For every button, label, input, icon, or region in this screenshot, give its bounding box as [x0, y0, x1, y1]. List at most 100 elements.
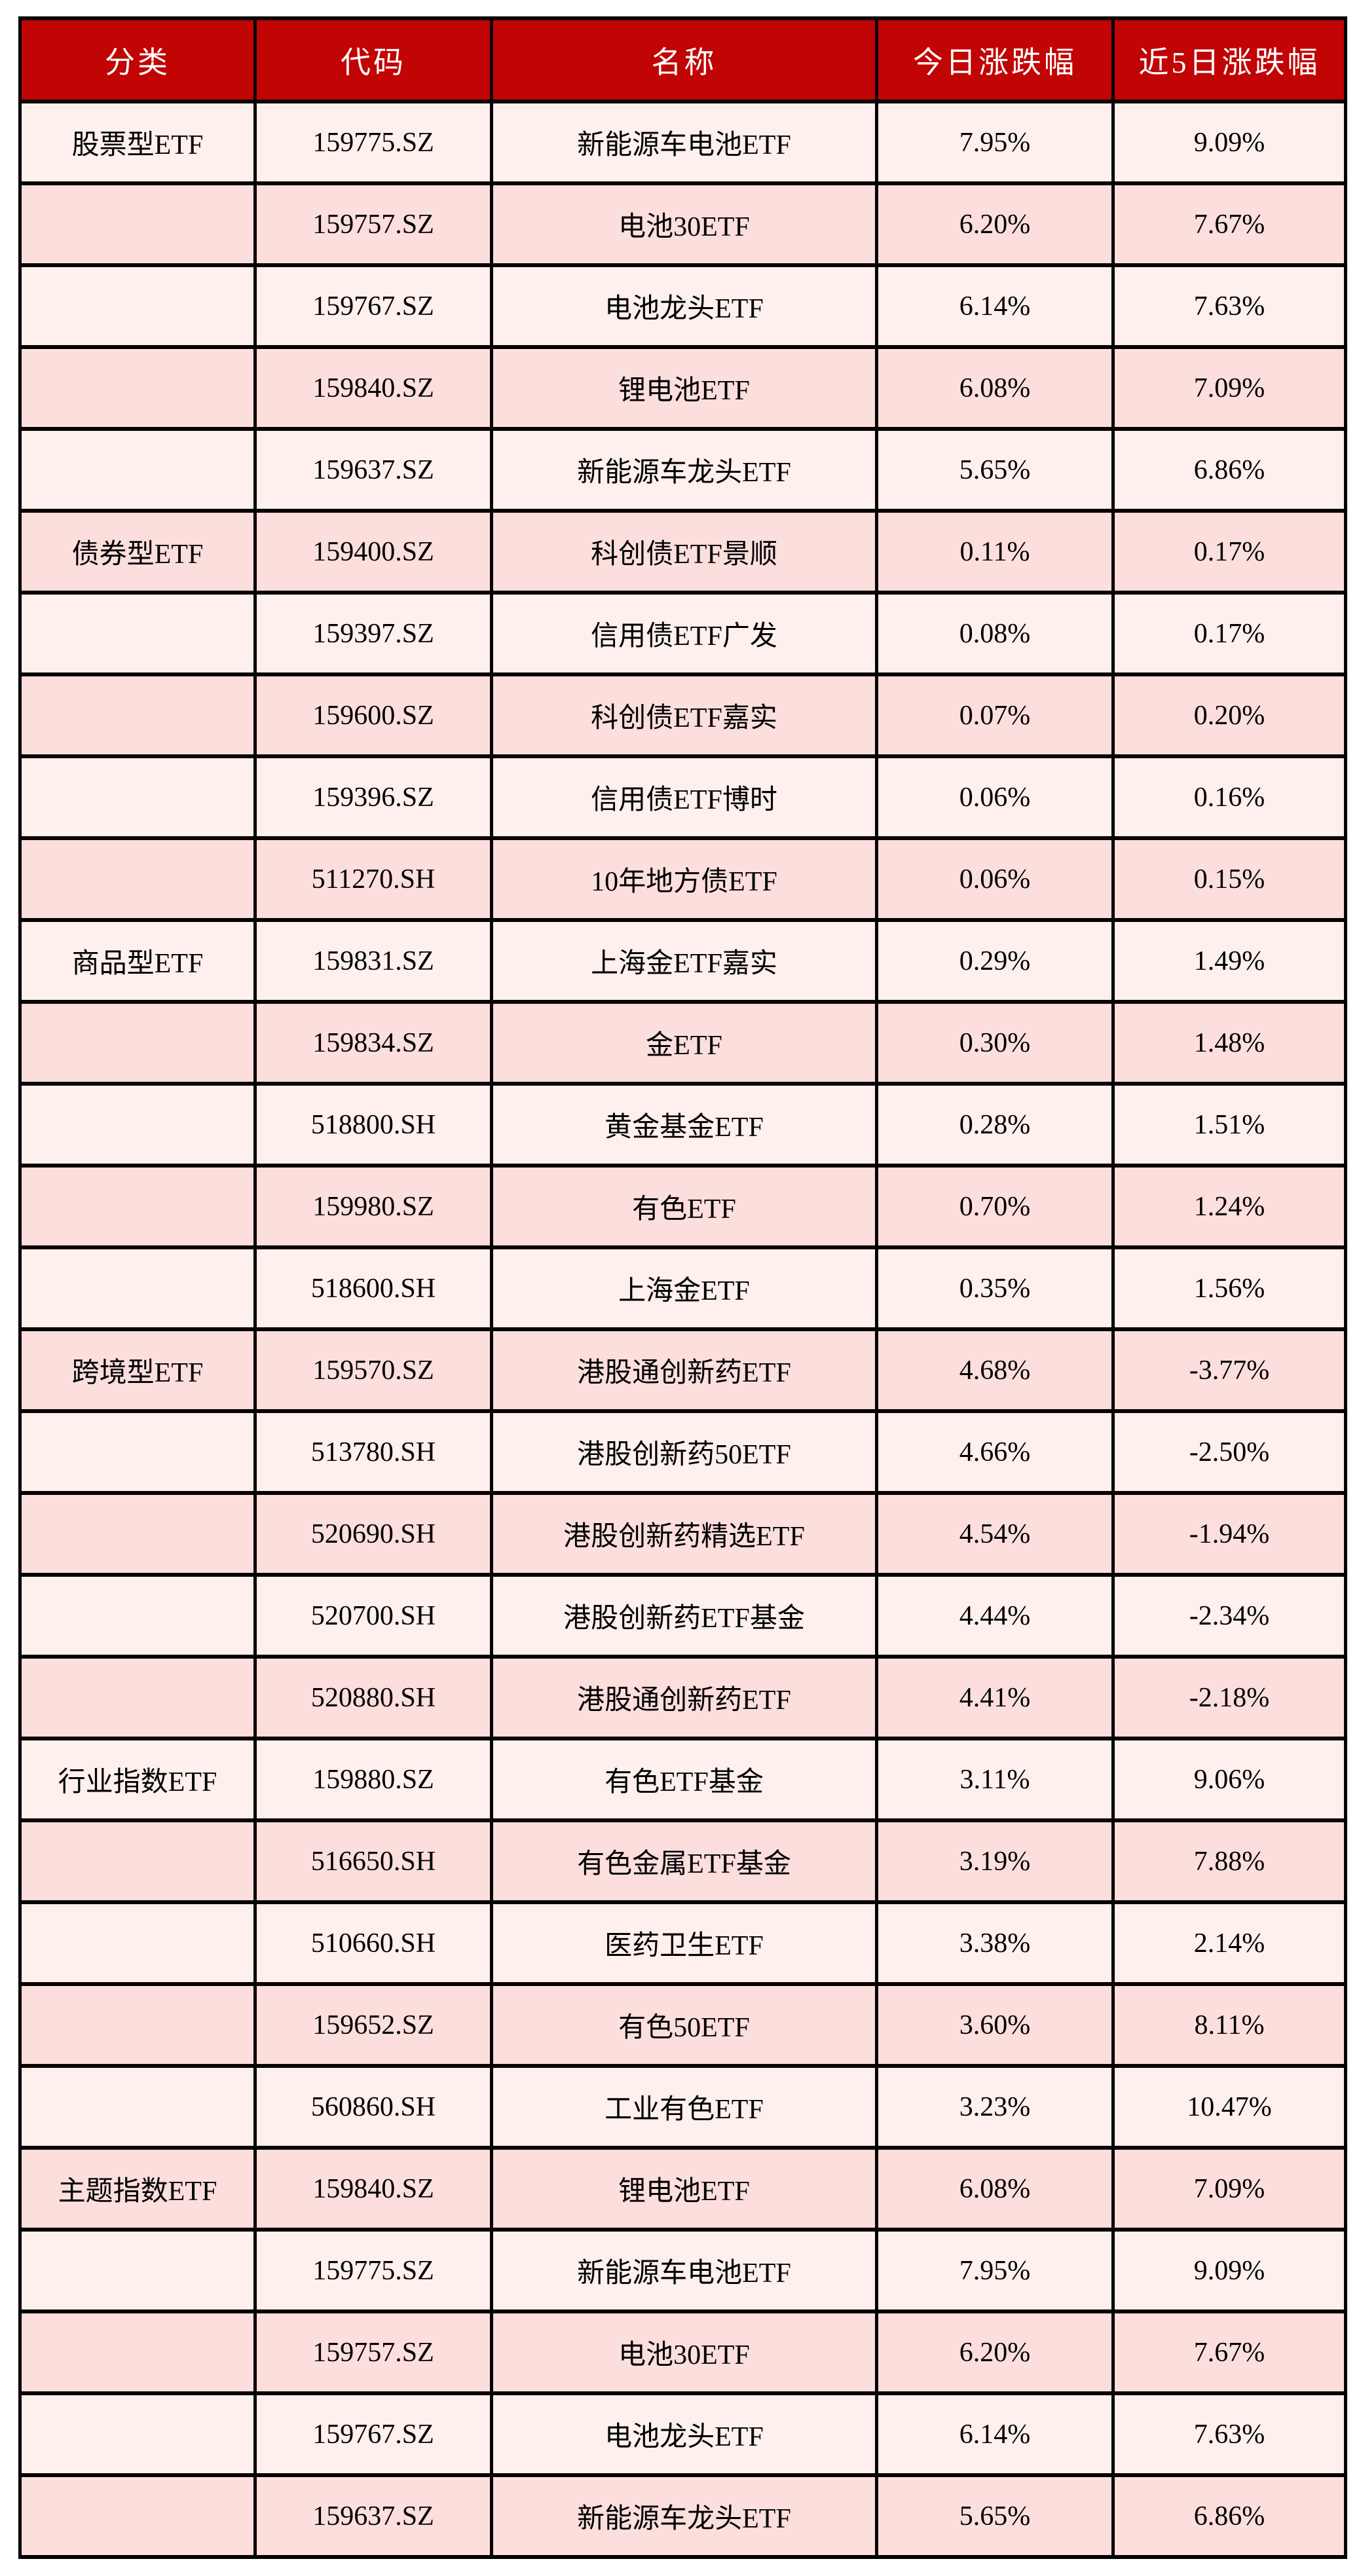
header-category: 分类 — [18, 16, 257, 103]
cell-code: 159396.SZ — [253, 754, 493, 840]
cell-today-change: 0.08% — [875, 591, 1115, 676]
cell-code: 159637.SZ — [253, 2473, 493, 2559]
cell-today-change: 5.65% — [875, 2473, 1115, 2559]
cell-category — [18, 1982, 257, 2068]
cell-category: 跨境型ETF — [18, 1327, 257, 1413]
cell-5day-change: 0.17% — [1111, 509, 1347, 595]
cell-today-change: 5.65% — [875, 427, 1115, 513]
header-row: 分类 代码 名称 今日涨跌幅 近5日涨跌幅 — [18, 16, 1347, 103]
table-row: 511270.SH 10年地方债ETF 0.06% 0.15% — [18, 836, 1347, 922]
table-row: 520880.SH 港股通创新药ETF 4.41% -2.18% — [18, 1655, 1347, 1740]
cell-category — [18, 672, 257, 758]
cell-5day-change: -2.34% — [1111, 1573, 1347, 1659]
table-row: 主题指数ETF 159840.SZ 锂电池ETF 6.08% 7.09% — [18, 2146, 1347, 2232]
cell-name: 医药卫生ETF — [490, 1900, 878, 1986]
cell-5day-change: -3.77% — [1111, 1327, 1347, 1413]
cell-5day-change: 0.17% — [1111, 591, 1347, 676]
cell-5day-change: 0.15% — [1111, 836, 1347, 922]
cell-name: 新能源车电池ETF — [490, 2228, 878, 2313]
cell-code: 159980.SZ — [253, 1164, 493, 1249]
table-row: 520690.SH 港股创新药精选ETF 4.54% -1.94% — [18, 1491, 1347, 1577]
cell-today-change: 3.60% — [875, 1982, 1115, 2068]
table-row: 159397.SZ 信用债ETF广发 0.08% 0.17% — [18, 591, 1347, 676]
cell-name: 锂电池ETF — [490, 2146, 878, 2232]
cell-name: 黄金基金ETF — [490, 1082, 878, 1168]
table-row: 518800.SH 黄金基金ETF 0.28% 1.51% — [18, 1082, 1347, 1168]
cell-category — [18, 181, 257, 267]
table-row: 跨境型ETF 159570.SZ 港股通创新药ETF 4.68% -3.77% — [18, 1327, 1347, 1413]
table-row: 159396.SZ 信用债ETF博时 0.06% 0.16% — [18, 754, 1347, 840]
cell-today-change: 0.11% — [875, 509, 1115, 595]
cell-today-change: 0.06% — [875, 836, 1115, 922]
cell-code: 159757.SZ — [253, 181, 493, 267]
table-row: 159834.SZ 金ETF 0.30% 1.48% — [18, 1000, 1347, 1086]
cell-name: 新能源车龙头ETF — [490, 427, 878, 513]
cell-today-change: 4.44% — [875, 1573, 1115, 1659]
table-row: 159980.SZ 有色ETF 0.70% 1.24% — [18, 1164, 1347, 1249]
table-row: 159757.SZ 电池30ETF 6.20% 7.67% — [18, 181, 1347, 267]
cell-category — [18, 1245, 257, 1331]
cell-today-change: 0.70% — [875, 1164, 1115, 1249]
cell-category — [18, 1082, 257, 1168]
cell-code: 159831.SZ — [253, 918, 493, 1004]
cell-category: 股票型ETF — [18, 100, 257, 185]
table-row: 商品型ETF 159831.SZ 上海金ETF嘉实 0.29% 1.49% — [18, 918, 1347, 1004]
cell-category — [18, 2309, 257, 2395]
cell-name: 港股通创新药ETF — [490, 1655, 878, 1740]
cell-category — [18, 263, 257, 349]
cell-code: 159570.SZ — [253, 1327, 493, 1413]
cell-name: 上海金ETF — [490, 1245, 878, 1331]
cell-name: 港股创新药50ETF — [490, 1409, 878, 1495]
table-row: 159767.SZ 电池龙头ETF 6.14% 7.63% — [18, 263, 1347, 349]
cell-category — [18, 2391, 257, 2477]
cell-code: 560860.SH — [253, 2064, 493, 2150]
cell-today-change: 6.20% — [875, 181, 1115, 267]
cell-today-change: 3.19% — [875, 1818, 1115, 1904]
cell-name: 电池龙头ETF — [490, 263, 878, 349]
cell-5day-change: -2.18% — [1111, 1655, 1347, 1740]
table-row: 159637.SZ 新能源车龙头ETF 5.65% 6.86% — [18, 427, 1347, 513]
cell-5day-change: 9.09% — [1111, 2228, 1347, 2313]
table-row: 159637.SZ 新能源车龙头ETF 5.65% 6.86% — [18, 2473, 1347, 2559]
cell-5day-change: 1.48% — [1111, 1000, 1347, 1086]
cell-today-change: 6.14% — [875, 2391, 1115, 2477]
cell-name: 工业有色ETF — [490, 2064, 878, 2150]
table-row: 520700.SH 港股创新药ETF基金 4.44% -2.34% — [18, 1573, 1347, 1659]
cell-5day-change: -1.94% — [1111, 1491, 1347, 1577]
cell-code: 518800.SH — [253, 1082, 493, 1168]
cell-category — [18, 2473, 257, 2559]
cell-category — [18, 1164, 257, 1249]
cell-5day-change: 1.56% — [1111, 1245, 1347, 1331]
cell-category — [18, 2064, 257, 2150]
cell-code: 159840.SZ — [253, 345, 493, 431]
header-5day-change: 近5日涨跌幅 — [1111, 16, 1347, 103]
cell-category: 行业指数ETF — [18, 1737, 257, 1822]
cell-category — [18, 836, 257, 922]
cell-category — [18, 1655, 257, 1740]
cell-today-change: 0.07% — [875, 672, 1115, 758]
cell-name: 有色ETF — [490, 1164, 878, 1249]
table-row: 560860.SH 工业有色ETF 3.23% 10.47% — [18, 2064, 1347, 2150]
cell-name: 科创债ETF景顺 — [490, 509, 878, 595]
cell-code: 513780.SH — [253, 1409, 493, 1495]
cell-code: 159600.SZ — [253, 672, 493, 758]
cell-code: 159775.SZ — [253, 2228, 493, 2313]
header-name: 名称 — [490, 16, 878, 103]
cell-name: 有色金属ETF基金 — [490, 1818, 878, 1904]
cell-today-change: 3.38% — [875, 1900, 1115, 1986]
cell-today-change: 6.08% — [875, 345, 1115, 431]
cell-code: 159757.SZ — [253, 2309, 493, 2395]
cell-today-change: 7.95% — [875, 2228, 1115, 2313]
cell-5day-change: 0.20% — [1111, 672, 1347, 758]
cell-category — [18, 754, 257, 840]
cell-5day-change: 7.67% — [1111, 2309, 1347, 2395]
table-row: 159600.SZ 科创债ETF嘉实 0.07% 0.20% — [18, 672, 1347, 758]
cell-today-change: 6.08% — [875, 2146, 1115, 2232]
cell-5day-change: 1.24% — [1111, 1164, 1347, 1249]
cell-name: 电池30ETF — [490, 2309, 878, 2395]
cell-today-change: 0.35% — [875, 1245, 1115, 1331]
cell-name: 信用债ETF广发 — [490, 591, 878, 676]
cell-5day-change: 6.86% — [1111, 2473, 1347, 2559]
header-today-change: 今日涨跌幅 — [875, 16, 1115, 103]
cell-name: 科创债ETF嘉实 — [490, 672, 878, 758]
